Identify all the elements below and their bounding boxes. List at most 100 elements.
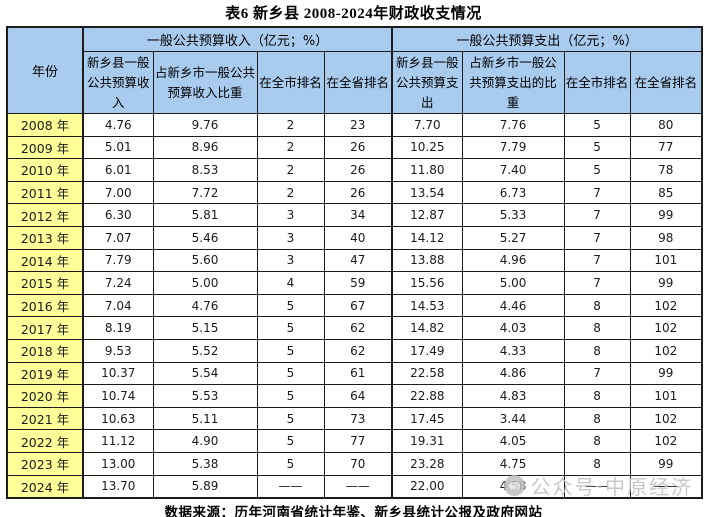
- table-row: 2017 年 8.19 5.15 5 62 14.82 4.03 8 102: [6, 316, 703, 340]
- value-cell: 26: [323, 158, 393, 182]
- value-cell: 4.86: [461, 361, 565, 386]
- value-cell: 7.76: [461, 113, 565, 137]
- sub-header-row: 新乡县一般公共预算收入 占新乡市一般公共预算收入比重 在全市排名 在全省排名 新…: [7, 51, 703, 114]
- value-cell: 7: [563, 361, 631, 386]
- value-cell: 4: [256, 271, 325, 295]
- value-cell: 7: [563, 248, 631, 273]
- table-row: 2016 年 7.04 4.76 5 67 14.53 4.46 8 102: [6, 293, 703, 318]
- table-row: 2021 年 10.63 5.11 5 73 17.45 3.44 8 102: [6, 406, 703, 431]
- year-cell: 2013 年: [6, 225, 84, 250]
- value-cell: 98: [629, 225, 703, 250]
- table-row: 2009 年 5.01 8.96 2 26 10.25 7.79 5 77: [6, 135, 703, 160]
- value-cell: 5: [256, 406, 325, 431]
- expenditure-share-header: 占新乡市一般公共预算支出的比重: [461, 51, 565, 114]
- value-cell: 4.33: [461, 338, 565, 363]
- value-cell: 5.54: [152, 361, 258, 386]
- value-cell: 7.79: [461, 135, 565, 160]
- value-cell: 8: [563, 293, 631, 318]
- data-source-note: 数据来源：历年河南省统计年鉴、新乡县统计公报及政府网站: [164, 504, 543, 517]
- value-cell: 26: [323, 180, 393, 205]
- value-cell: 101: [629, 248, 703, 273]
- value-cell: 77: [323, 429, 393, 453]
- value-cell: 19.31: [391, 429, 463, 453]
- value-cell: 101: [629, 384, 703, 408]
- value-cell: 102: [629, 406, 703, 431]
- value-cell: 7: [563, 271, 631, 295]
- value-cell: 6.30: [82, 203, 154, 227]
- value-cell: 85: [629, 180, 703, 205]
- value-cell: 80: [629, 113, 703, 137]
- table-row: 2018 年 9.53 5.52 5 62 17.49 4.33 8 102: [6, 338, 703, 363]
- value-cell: 11.80: [391, 158, 463, 182]
- value-cell: 5.00: [152, 271, 258, 295]
- value-cell: 14.82: [391, 316, 463, 340]
- value-cell: 99: [629, 203, 703, 227]
- value-cell: 5: [256, 451, 325, 476]
- expenditure-province-rank-header: 在全省排名: [629, 51, 703, 114]
- value-cell: 2: [256, 180, 325, 205]
- table-row: 2022 年 11.12 4.90 5 77 19.31 4.05 8 102: [6, 429, 703, 453]
- expenditure-group-header: 一般公共预算支出（亿元；%）: [391, 26, 703, 52]
- value-cell: 5: [256, 293, 325, 318]
- year-cell: 2014 年: [6, 248, 84, 273]
- table-row: 2024 年 13.70 5.89 —— —— 22.00 4.58 —— ——: [6, 474, 703, 499]
- year-cell: 2016 年: [6, 293, 84, 318]
- value-cell: 8.53: [152, 158, 258, 182]
- value-cell: 8: [563, 384, 631, 408]
- table-row: 2019 年 10.37 5.54 5 61 22.58 4.86 7 99: [6, 361, 703, 386]
- value-cell: 5.52: [152, 338, 258, 363]
- year-cell: 2023 年: [6, 451, 84, 476]
- value-cell: 10.74: [82, 384, 154, 408]
- year-cell: 2024 年: [6, 474, 84, 499]
- value-cell: 4.83: [461, 384, 565, 408]
- year-cell: 2015 年: [6, 271, 84, 295]
- year-cell: 2010 年: [6, 158, 84, 182]
- value-cell: 5.11: [152, 406, 258, 431]
- value-cell: 4.46: [461, 293, 565, 318]
- value-cell: 5: [256, 316, 325, 340]
- year-cell: 2018 年: [6, 338, 84, 363]
- value-cell: 7.72: [152, 180, 258, 205]
- value-cell: 7.07: [82, 225, 154, 250]
- value-cell: 4.58: [461, 474, 565, 499]
- value-cell: 8.19: [82, 316, 154, 340]
- value-cell: ——: [256, 474, 325, 499]
- value-cell: 5.46: [152, 225, 258, 250]
- value-cell: 5: [256, 338, 325, 363]
- income-share-header: 占新乡市一般公共预算收入比重: [152, 51, 258, 114]
- value-cell: 5.00: [461, 271, 565, 295]
- value-cell: 17.49: [391, 338, 463, 363]
- value-cell: 9.76: [152, 113, 258, 137]
- value-cell: 12.87: [391, 203, 463, 227]
- value-cell: ——: [629, 474, 703, 499]
- year-cell: 2012 年: [6, 203, 84, 227]
- value-cell: 8: [563, 406, 631, 431]
- table-row: 2014 年 7.79 5.60 3 47 13.88 4.96 7 101: [6, 248, 703, 273]
- value-cell: 6.01: [82, 158, 154, 182]
- table-row: 2015 年 7.24 5.00 4 59 15.56 5.00 7 99: [6, 271, 703, 295]
- value-cell: 5.81: [152, 203, 258, 227]
- value-cell: 5.33: [461, 203, 565, 227]
- value-cell: 5: [256, 361, 325, 386]
- value-cell: 4.76: [82, 113, 154, 137]
- table-row: 2012 年 6.30 5.81 3 34 12.87 5.33 7 99: [6, 203, 703, 227]
- value-cell: 2: [256, 113, 325, 137]
- year-cell: 2021 年: [6, 406, 84, 431]
- value-cell: 62: [323, 316, 393, 340]
- value-cell: 78: [629, 158, 703, 182]
- value-cell: 8: [563, 429, 631, 453]
- value-cell: 22.00: [391, 474, 463, 499]
- value-cell: 7.00: [82, 180, 154, 205]
- value-cell: 73: [323, 406, 393, 431]
- value-cell: 62: [323, 338, 393, 363]
- value-cell: 5: [563, 135, 631, 160]
- year-cell: 2017 年: [6, 316, 84, 340]
- value-cell: 7.04: [82, 293, 154, 318]
- value-cell: 9.53: [82, 338, 154, 363]
- year-column-header: 年份: [6, 26, 84, 114]
- table-title: 表6 新乡县 2008-2024年财政收支情况: [225, 6, 482, 22]
- value-cell: 5.01: [82, 135, 154, 160]
- value-cell: 22.88: [391, 384, 463, 408]
- value-cell: 8: [563, 338, 631, 363]
- table-row: 2013 年 7.07 5.46 3 40 14.12 5.27 7 98: [6, 225, 703, 250]
